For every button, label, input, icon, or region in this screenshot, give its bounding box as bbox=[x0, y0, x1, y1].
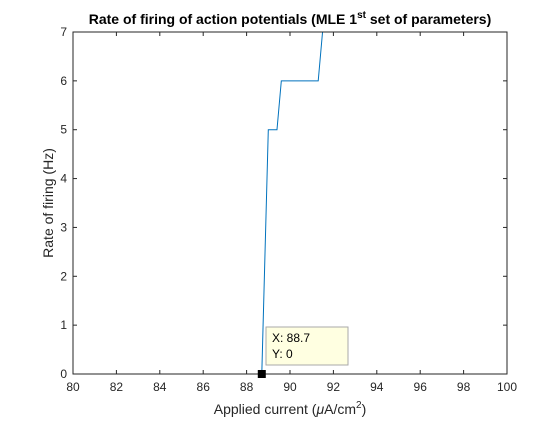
chart-title: Rate of firing of action potentials (MLE… bbox=[89, 10, 492, 27]
y-tick-labels: 0 1 2 3 4 5 6 7 bbox=[60, 25, 67, 381]
x-tick-label: 86 bbox=[197, 380, 211, 394]
x-tick-labels: 80 82 84 86 88 90 92 94 96 98 100 bbox=[66, 380, 517, 394]
y-axis-label: Rate of firing (Hz) bbox=[40, 148, 56, 258]
y-tick-label: 4 bbox=[60, 172, 67, 186]
data-tip-y-text: Y: 0 bbox=[272, 347, 293, 361]
series-layer bbox=[73, 31, 507, 375]
data-tip-box bbox=[265, 326, 349, 366]
y-tick-label: 7 bbox=[60, 25, 67, 39]
x-tick-label: 98 bbox=[457, 380, 471, 394]
y-tick-label: 6 bbox=[60, 74, 67, 88]
x-tick-label: 90 bbox=[283, 380, 297, 394]
series-line bbox=[73, 31, 507, 375]
y-tick-label: 1 bbox=[60, 318, 67, 332]
data-tip-marker[interactable] bbox=[257, 370, 266, 378]
data-tip-x-text: X: 88.7 bbox=[272, 331, 310, 345]
y-tick-label: 3 bbox=[60, 220, 67, 234]
x-tick-label: 82 bbox=[110, 380, 124, 394]
x-tick-label: 94 bbox=[370, 380, 384, 394]
x-tick-label: 100 bbox=[497, 380, 517, 394]
x-tick-label: 88 bbox=[240, 380, 254, 394]
x-tick-label: 96 bbox=[414, 380, 428, 394]
x-tick-label: 84 bbox=[153, 380, 167, 394]
x-axis-label: Applied current (μA/cm2) bbox=[214, 400, 367, 417]
y-tick-label: 2 bbox=[60, 269, 67, 283]
y-tick-label: 0 bbox=[60, 367, 67, 381]
data-tip[interactable]: X: 88.7 Y: 0 bbox=[257, 326, 349, 378]
x-tick-label: 92 bbox=[327, 380, 341, 394]
plot-area bbox=[73, 32, 507, 374]
x-tick-label: 80 bbox=[66, 380, 80, 394]
axes-box bbox=[72, 31, 508, 375]
y-tick-label: 5 bbox=[60, 123, 67, 137]
